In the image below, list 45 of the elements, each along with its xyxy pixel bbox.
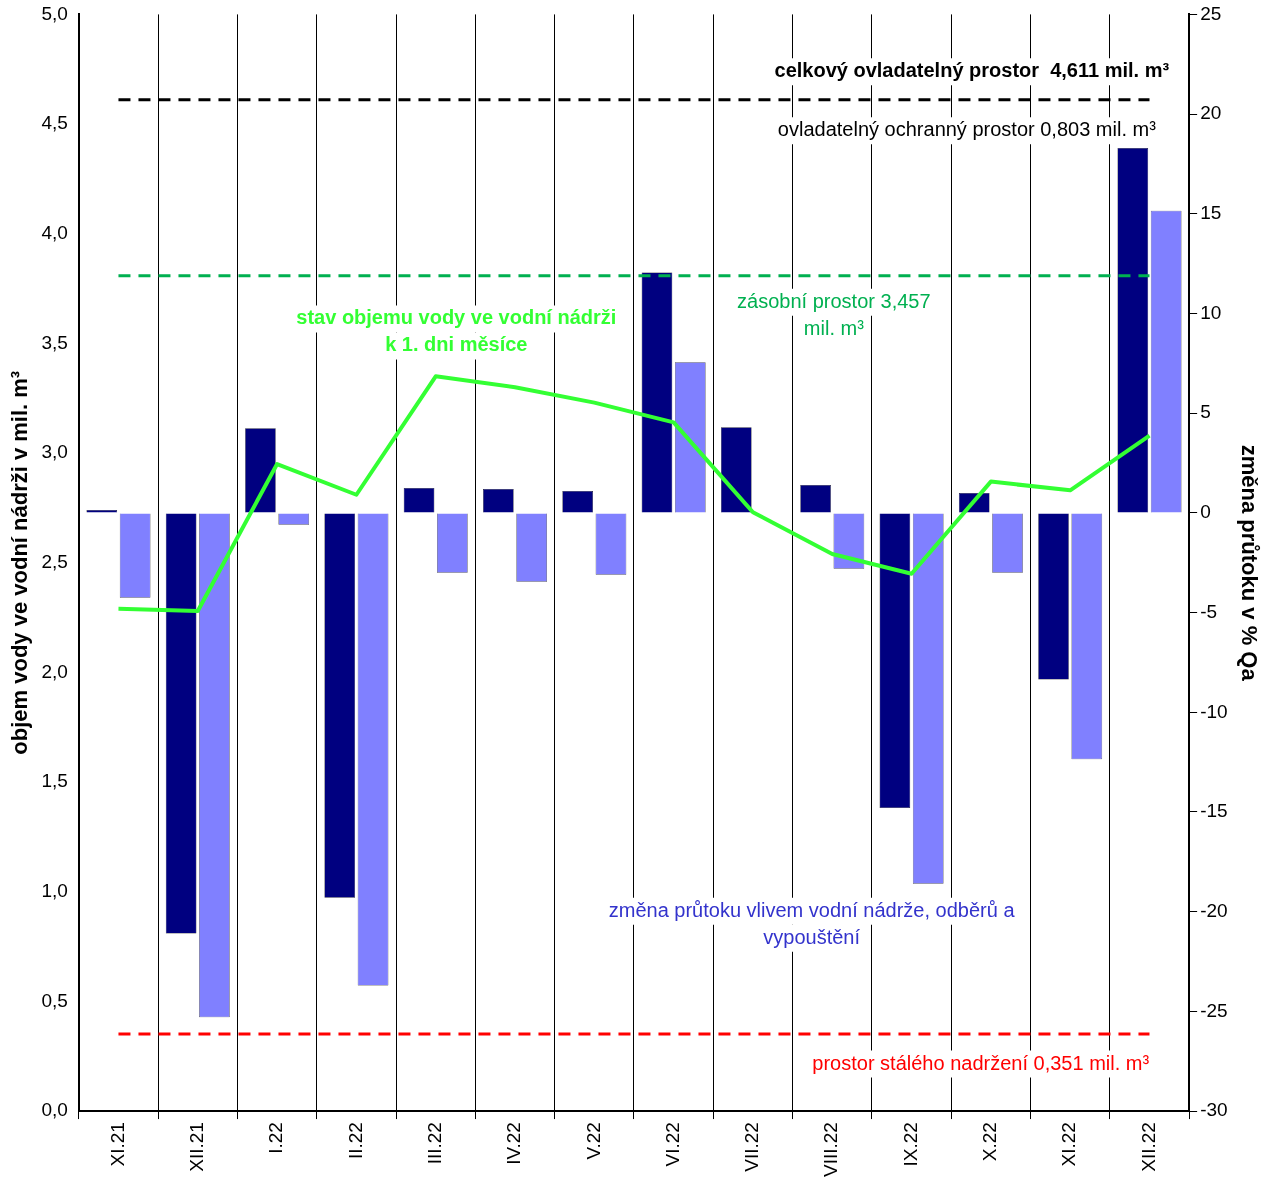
x-tick-label: VII.22	[741, 1122, 763, 1172]
x-tick-label: I.22	[265, 1122, 287, 1154]
ref-line-label: zásobní prostor 3,457 mil. m³	[737, 289, 931, 339]
y2-tick-label: 25	[1200, 2, 1222, 24]
y-tick-label: 2,0	[41, 660, 68, 682]
y-tick-label: 0,0	[41, 1099, 68, 1121]
x-tick-label: II.22	[344, 1122, 366, 1160]
ref-line-label: prostor stálého nadržení 0,351 mil. m³	[812, 1051, 1150, 1074]
x-tick-label: XI.21	[106, 1122, 128, 1167]
y-tick-label: 1,5	[41, 770, 68, 792]
y-tick-label: 3,5	[41, 331, 68, 353]
y2-tick-label: -25	[1200, 999, 1228, 1021]
x-tick-label: XI.22	[1058, 1122, 1080, 1167]
x-tick-label: VI.22	[661, 1122, 683, 1167]
x-tick-label: XII.21	[186, 1122, 208, 1172]
y-tick-label: 4,0	[41, 221, 68, 243]
y-axis-title: objem vody ve vodní nádrži v mil. m³	[7, 370, 33, 755]
y2-tick-label: 5	[1200, 401, 1211, 423]
ref-line-label: celkový ovladatelný prostor 4,611 mil. m³	[774, 59, 1170, 82]
y2-tick-label: 20	[1200, 102, 1222, 124]
y2-tick-label: -5	[1200, 600, 1218, 622]
y2-tick-label: 15	[1200, 202, 1222, 224]
x-tick-label: X.22	[979, 1122, 1001, 1162]
y-tick-label: 2,5	[41, 550, 68, 572]
x-tick-label: IX.22	[899, 1122, 921, 1167]
y2-tick-label: -15	[1200, 800, 1228, 822]
y2-tick-label: -20	[1200, 899, 1228, 921]
y-tick-label: 0,5	[41, 989, 68, 1011]
x-tick-label: III.22	[423, 1122, 445, 1165]
x-tick-label: IV.22	[503, 1122, 525, 1165]
y-tick-label: 4,5	[41, 112, 68, 134]
y-tick-label: 1,0	[41, 879, 68, 901]
y2-axis-title: změna průtoku v % Qa	[1236, 444, 1262, 682]
text: stav objemu vody ve vodní nádrži k 1. dni měsíce	[296, 306, 617, 356]
x-tick-label: V.22	[582, 1122, 604, 1160]
y2-tick-label: -10	[1200, 700, 1228, 722]
x-tick-label: XII.22	[1137, 1122, 1159, 1172]
y2-tick-label: 0	[1200, 501, 1211, 523]
annotation: ovladatelný ochranný prostor 0,803 mil. m³	[777, 118, 1157, 141]
y-tick-label: 3,0	[41, 441, 68, 463]
x-tick-label: VIII.22	[820, 1122, 842, 1177]
y-tick-label: 5,0	[41, 2, 68, 24]
y2-tick-label: 10	[1200, 301, 1222, 323]
y2-tick-label: -30	[1200, 1099, 1228, 1121]
annotation: změna průtoku vlivem vodní nádrže, odběrů a vypouštění	[608, 898, 1016, 948]
